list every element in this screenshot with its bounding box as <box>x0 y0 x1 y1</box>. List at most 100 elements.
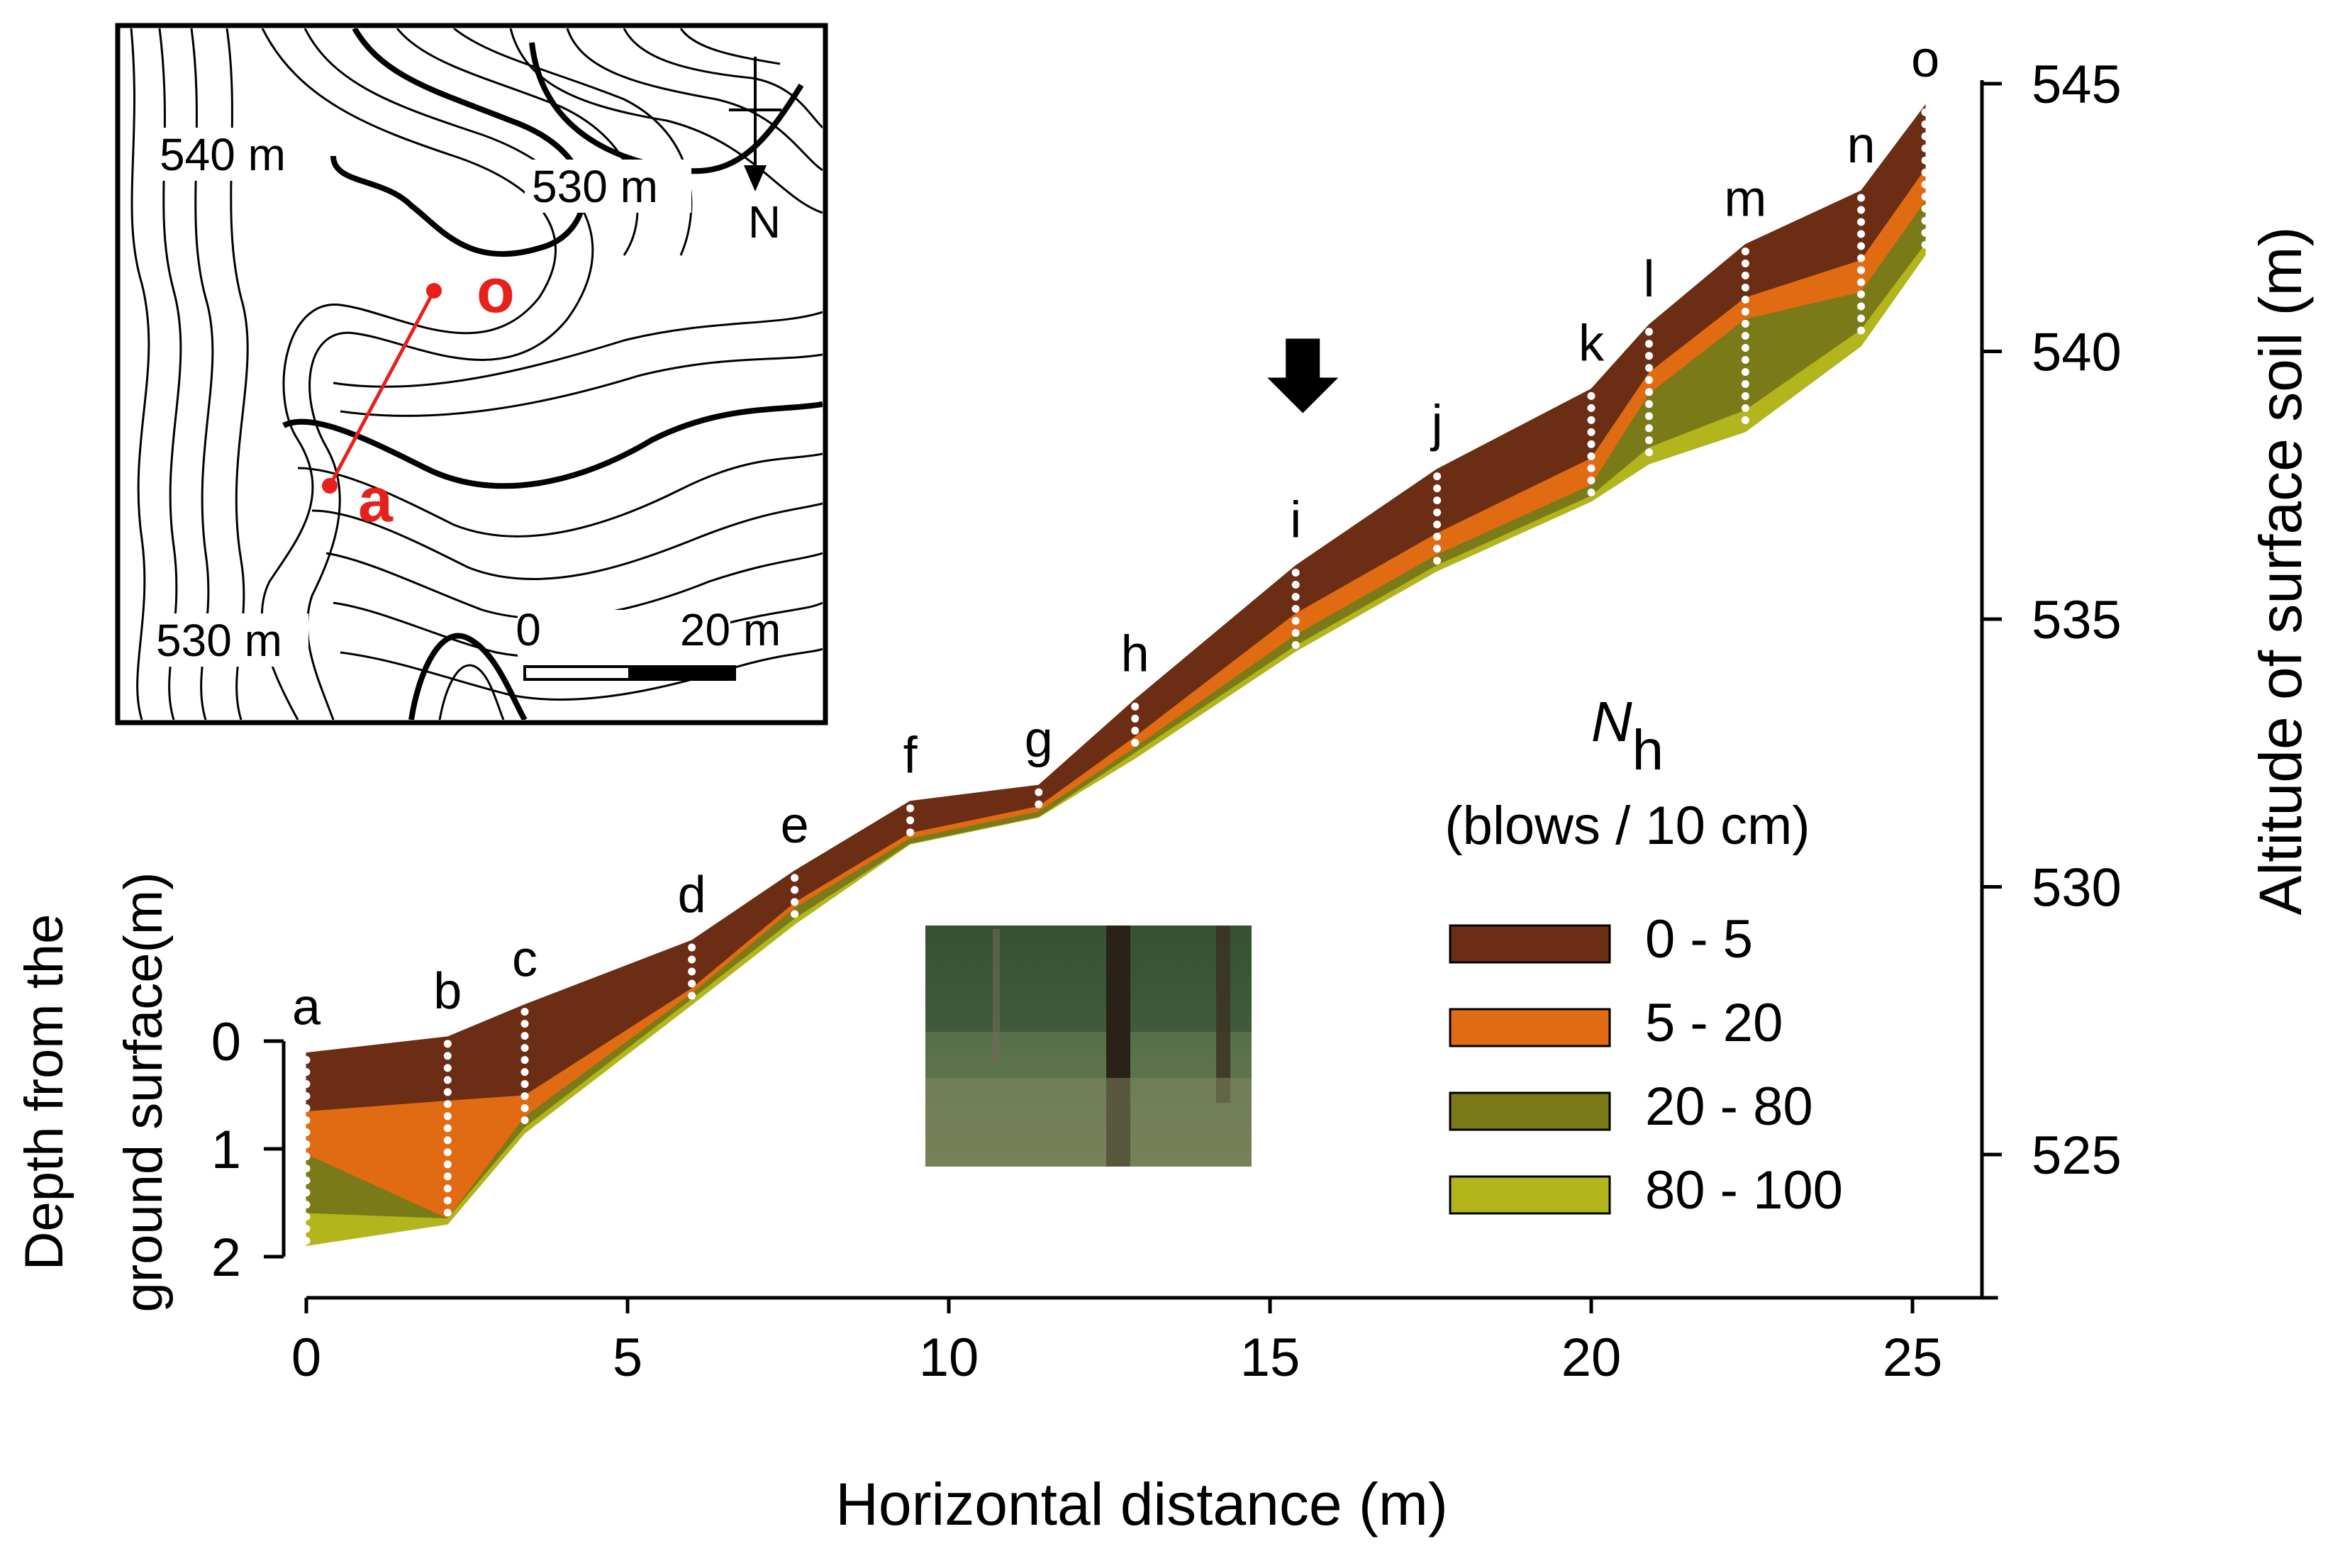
probe-dot <box>688 955 696 964</box>
point-label-h: h <box>1121 625 1149 682</box>
legend-label: 0 - 5 <box>1645 909 1753 969</box>
probe-dot <box>1741 320 1749 328</box>
probe-dot <box>443 1040 452 1048</box>
depth-tick-label: 2 <box>211 1228 241 1288</box>
probe-dot <box>791 874 799 882</box>
probe-dot <box>1741 296 1749 304</box>
probe-dot <box>1433 545 1442 553</box>
probe-dot <box>791 886 799 894</box>
probe-dot <box>520 1092 529 1101</box>
probe-dot <box>1291 581 1300 589</box>
probe-dot <box>443 1184 452 1193</box>
contour-label-530-top: 530 m <box>532 161 658 212</box>
probe-dot <box>688 991 696 1000</box>
probe-dot <box>302 1189 311 1197</box>
probe-dot <box>1741 260 1749 267</box>
x-tick-label: 15 <box>1240 1328 1301 1388</box>
probe-dot <box>520 1008 529 1016</box>
legend-subtitle: (blows / 10 cm) <box>1444 796 1810 856</box>
probe-dot <box>1921 156 1929 165</box>
probe-dot <box>1645 340 1653 348</box>
probe-dot <box>302 1092 311 1101</box>
probe-dot <box>302 1128 311 1137</box>
probe-dot <box>1741 416 1749 424</box>
probe-dot <box>791 910 799 918</box>
altitude-tick-label: 530 <box>2032 858 2122 918</box>
forest-photo <box>925 925 1252 1167</box>
probe-dot <box>1291 605 1300 613</box>
map-point-a-label: a <box>358 465 394 535</box>
probe-dot <box>1741 380 1749 388</box>
probe-dot <box>443 1196 452 1205</box>
probe-dot <box>1645 424 1653 433</box>
probe-dot <box>1741 392 1749 400</box>
probe-dot <box>1921 216 1929 225</box>
probe-dot <box>1921 192 1929 201</box>
altitude-tick-label: 535 <box>2032 590 2122 650</box>
point-label-n: n <box>1847 117 1875 174</box>
scale-label-20m: 20 m <box>680 604 781 655</box>
probe-dot <box>688 943 696 952</box>
probe-dot <box>1131 738 1140 747</box>
probe-dot <box>302 1080 311 1089</box>
probe-dot <box>1921 204 1929 213</box>
probe-dot <box>1587 391 1595 400</box>
scale-bar <box>523 665 736 681</box>
probe-dot <box>1587 488 1595 496</box>
probe-dot <box>1433 521 1442 529</box>
x-tick-label: 0 <box>291 1328 321 1388</box>
probe-dot <box>302 1140 311 1149</box>
legend-title: Nh <box>1591 690 1664 782</box>
probe-dot <box>1587 440 1595 448</box>
probe-dot <box>302 1213 311 1221</box>
probe-dot <box>1741 368 1749 376</box>
probe-dot <box>520 1056 529 1064</box>
point-label-o: o <box>1911 31 1939 88</box>
probe-dot <box>1587 476 1595 484</box>
probe-dot <box>302 1201 311 1209</box>
legend-label: 20 - 80 <box>1645 1077 1813 1137</box>
probe-dot <box>520 1080 529 1089</box>
probe-dot <box>1645 448 1653 457</box>
x-axis-title: Horizontal distance (m) <box>835 1471 1448 1538</box>
point-label-b: b <box>433 963 462 1020</box>
probe-dot <box>1291 617 1300 625</box>
scale-label-zero: 0 <box>516 604 541 655</box>
probe-dot <box>688 979 696 988</box>
altitude-axis-title: Altitude of surface soil (m) <box>2247 226 2314 915</box>
probe-dot <box>1857 266 1865 274</box>
point-o-marker <box>426 283 442 299</box>
probe-dot <box>906 828 915 837</box>
probe-dot <box>1921 228 1929 237</box>
north-label: N <box>748 196 781 248</box>
probe-dot <box>1741 356 1749 364</box>
probe-dot <box>443 1124 452 1133</box>
legend-items: 0 - 5 5 - 20 20 - 80 80 - 100 <box>1449 909 1843 1221</box>
x-tick-label: 5 <box>613 1328 642 1388</box>
probe-dot <box>791 898 799 906</box>
probe-dot <box>1857 278 1865 287</box>
probe-dot <box>1645 352 1653 360</box>
probe-dot <box>302 1177 311 1185</box>
probe-dot <box>1433 557 1442 565</box>
probe-dot <box>302 1164 311 1173</box>
probe-dot <box>1645 376 1653 384</box>
probe-dot <box>1433 508 1442 517</box>
point-label-j: j <box>1430 396 1443 452</box>
probe-dot <box>1131 702 1140 711</box>
probe-dot <box>443 1136 452 1145</box>
probe-dot <box>1035 800 1043 808</box>
probe-dot <box>1741 248 1749 255</box>
probe-dot <box>1587 416 1595 424</box>
probe-dot <box>443 1088 452 1096</box>
probe-dot <box>520 1116 529 1125</box>
probe-dot <box>1921 180 1929 189</box>
probe-dot <box>302 1104 311 1113</box>
map-point-o-label: o <box>477 255 515 326</box>
probe-dot <box>1433 496 1442 505</box>
probe-dot <box>302 1225 311 1233</box>
probe-dot <box>520 1032 529 1040</box>
x-tick-label: 10 <box>919 1328 979 1388</box>
probe-dot <box>302 1056 311 1064</box>
probe-dot <box>1645 328 1653 336</box>
